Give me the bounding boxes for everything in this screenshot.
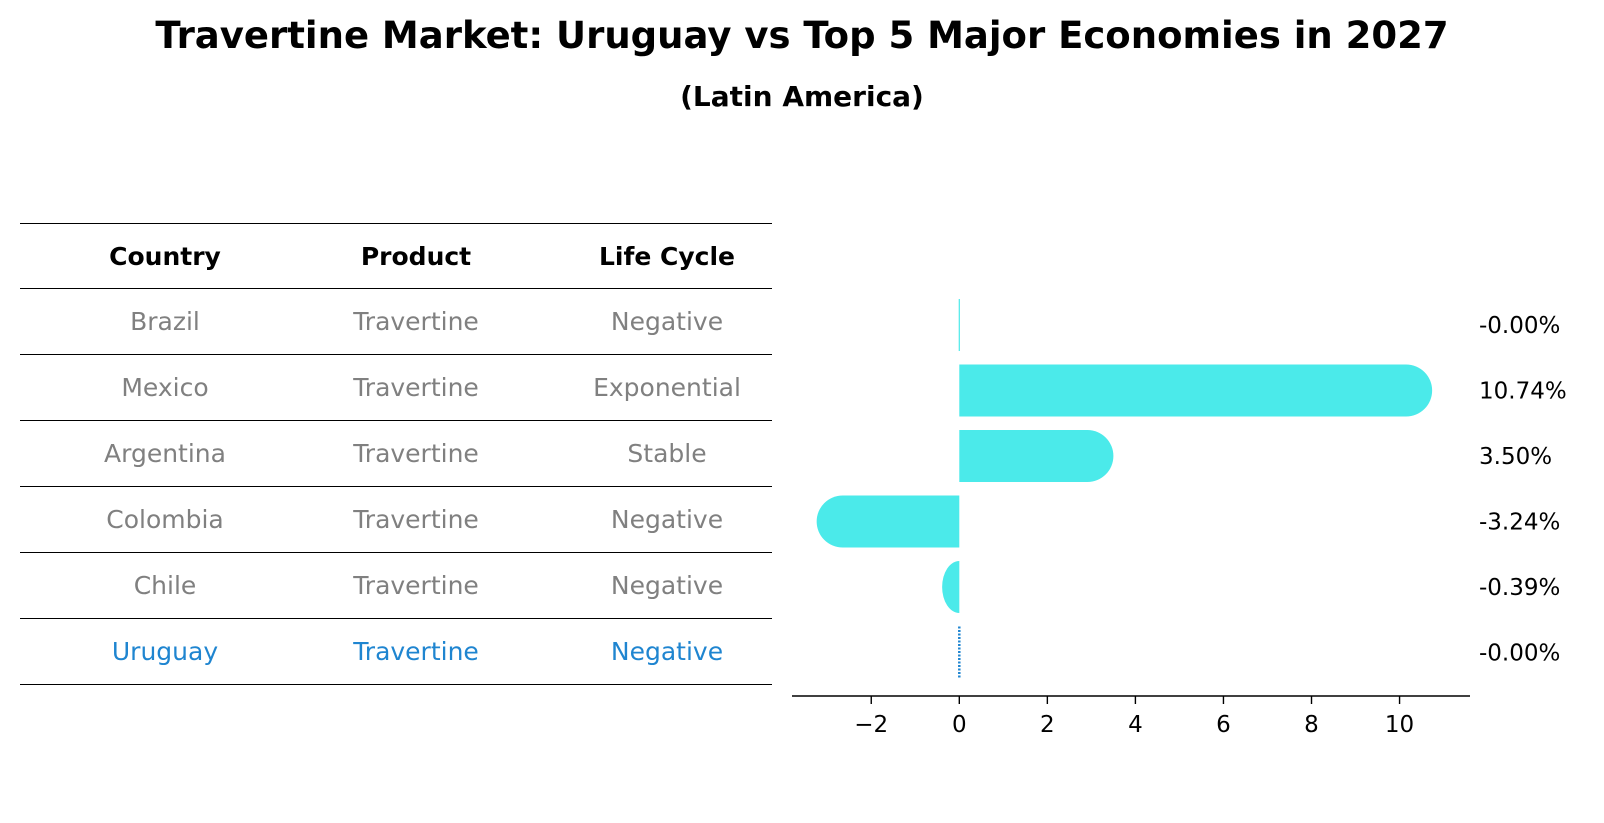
table-row: Chile Travertine Negative: [20, 553, 772, 619]
table-cell-life-cycle: Stable: [627, 439, 707, 468]
table-header-product: Product: [360, 242, 472, 271]
table-cell-country: Brazil: [130, 307, 200, 336]
table-cell-life-cycle: Negative: [610, 505, 724, 534]
x-tick-label: 0: [952, 712, 967, 738]
table-header-life-cycle: Life Cycle: [598, 242, 736, 271]
table-row: Brazil Travertine Negative: [20, 289, 772, 355]
table-cell-life-cycle: Negative: [610, 637, 724, 666]
bar: [942, 561, 960, 613]
table-cell-country: Uruguay: [111, 637, 219, 666]
table-cell-product: Travertine: [353, 307, 479, 336]
table-cell-life-cycle: Exponential: [593, 373, 741, 402]
table-header-row: Country Product Life Cycle: [20, 223, 772, 289]
chart-subtitle: (Latin America): [680, 80, 924, 113]
x-tick-label: 4: [1128, 712, 1143, 738]
table-cell-product: Travertine: [353, 505, 479, 534]
table-cell-product: Travertine: [353, 439, 479, 468]
table-cell-product: Travertine: [353, 373, 479, 402]
chart-title: Travertine Market: Uruguay vs Top 5 Majo…: [155, 14, 1449, 57]
table-cell-country: Argentina: [104, 439, 226, 468]
data-label: -3.24%: [1479, 510, 1560, 536]
table-cell-country: Chile: [133, 571, 197, 600]
data-label: -0.00%: [1479, 641, 1560, 667]
table-row-highlighted: Uruguay Travertine Negative: [20, 619, 772, 685]
data-label: -0.39%: [1479, 575, 1560, 601]
bar: [816, 495, 960, 548]
table-cell-country: Colombia: [106, 505, 224, 534]
table-header-country: Country: [109, 242, 221, 271]
x-tick-label: 6: [1216, 712, 1231, 738]
table-cell-life-cycle: Negative: [610, 307, 724, 336]
x-tick-label: 8: [1304, 712, 1319, 738]
data-label: 3.50%: [1479, 444, 1552, 470]
x-tick-label: 10: [1385, 712, 1414, 738]
x-tick-label: −2: [854, 712, 888, 738]
table-cell-product: Travertine: [353, 571, 479, 600]
x-tick-label: 2: [1040, 712, 1055, 738]
table-cell-product: Travertine: [353, 637, 479, 666]
data-label: -0.00%: [1479, 313, 1560, 339]
data-label: 10.74%: [1479, 379, 1567, 405]
table-row: Mexico Travertine Exponential: [20, 355, 772, 421]
table-row: Colombia Travertine Negative: [20, 487, 772, 553]
table-cell-country: Mexico: [121, 373, 209, 402]
bar: [959, 430, 1114, 482]
bar: [959, 364, 1433, 417]
country-table: Country Product Life Cycle Brazil Traver…: [20, 223, 772, 685]
table-cell-life-cycle: Negative: [610, 571, 724, 600]
table-row: Argentina Travertine Stable: [20, 421, 772, 487]
